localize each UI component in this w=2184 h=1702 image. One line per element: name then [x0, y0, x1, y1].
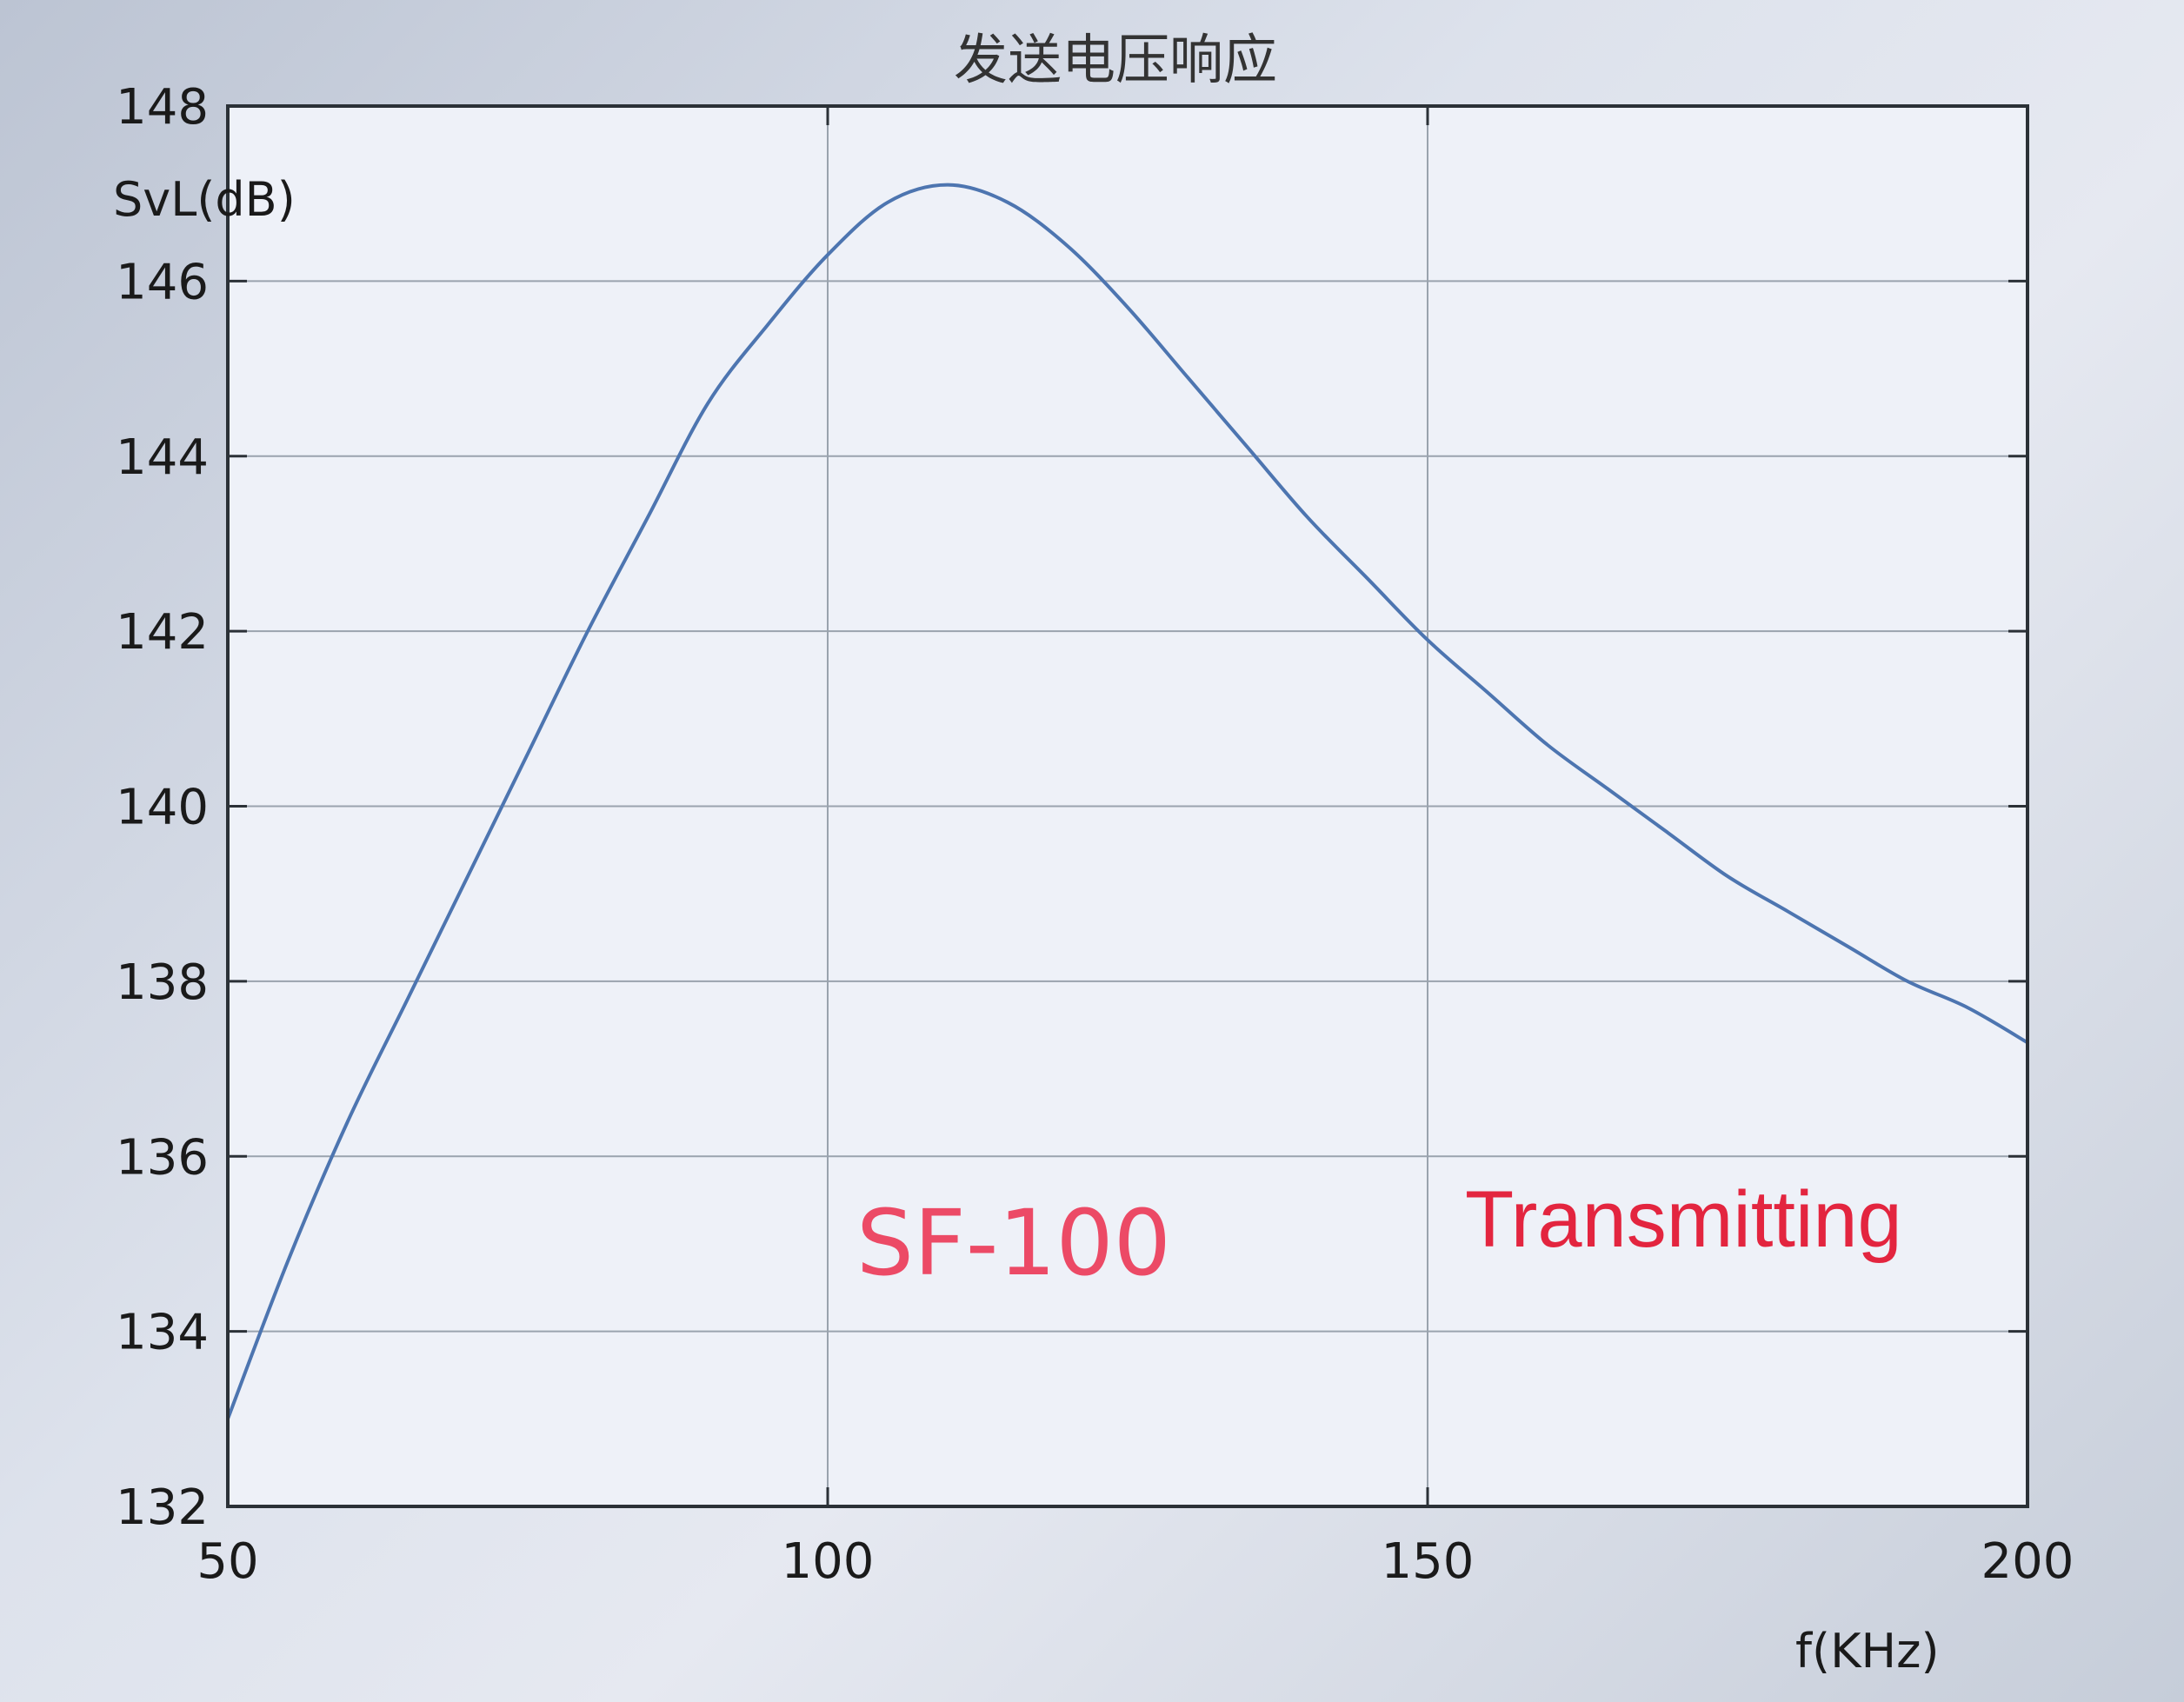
- y-tick-label: 136: [116, 1129, 209, 1186]
- y-tick-label: 132: [116, 1479, 209, 1536]
- x-tick-label: 50: [196, 1533, 258, 1590]
- x-tick-label: 100: [782, 1533, 875, 1590]
- y-tick-label: 148: [116, 79, 209, 136]
- y-tick-label: 142: [116, 604, 209, 661]
- series-line: [226, 183, 2029, 1420]
- plot-frame: [226, 104, 2029, 1508]
- chart-title: 发送电压响应: [954, 28, 1277, 91]
- x-axis-label: f(KHz): [1795, 1624, 1940, 1679]
- y-tick-labels: 132 134 136 138 140 142 144 146 148: [116, 79, 209, 1536]
- x-tick-labels: 50 100 150 200: [196, 1533, 2074, 1590]
- model-annotation: SF-100: [856, 1190, 1171, 1296]
- y-axis-label: SvL(dB): [113, 172, 296, 227]
- y-tick-label: 138: [116, 954, 209, 1011]
- y-tick-label: 144: [116, 429, 209, 486]
- y-tick-label: 140: [116, 780, 209, 836]
- y-tick-label: 146: [116, 254, 209, 310]
- mode-annotation: Transmitting: [1465, 1175, 1902, 1264]
- x-tick-label: 200: [1981, 1533, 2074, 1590]
- x-tick-label: 150: [1382, 1533, 1475, 1590]
- y-tick-label: 134: [116, 1305, 209, 1361]
